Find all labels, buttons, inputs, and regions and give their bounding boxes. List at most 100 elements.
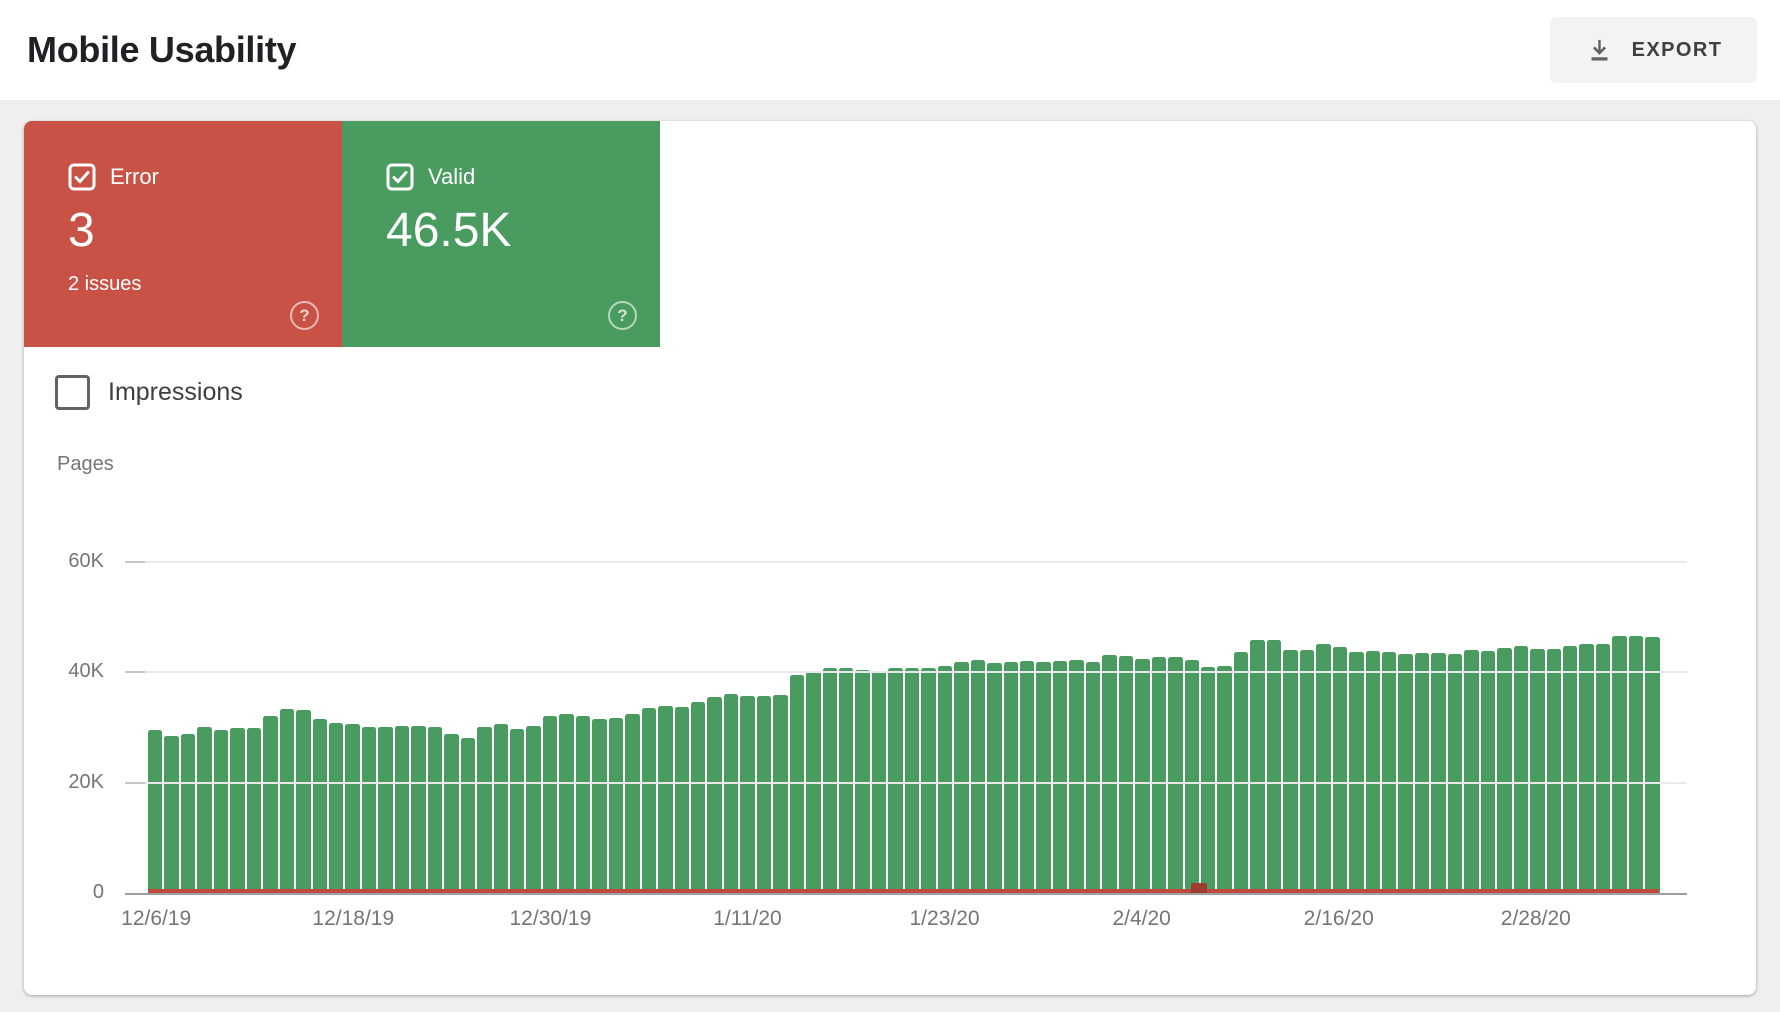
valid-pages-bar[interactable] [1579, 643, 1594, 893]
valid-pages-bar[interactable] [1480, 650, 1496, 893]
valid-summary-card[interactable]: Valid 46.5K ? [342, 121, 660, 347]
valid-pages-bar[interactable] [1020, 661, 1035, 893]
valid-pages-bar[interactable] [1118, 655, 1134, 893]
impressions-toggle[interactable]: Impressions [55, 375, 243, 410]
valid-pages-bar[interactable] [509, 728, 525, 893]
valid-pages-bar[interactable] [394, 726, 410, 893]
valid-pages-bar[interactable] [1612, 636, 1627, 893]
valid-pages-bar[interactable] [1628, 636, 1644, 893]
valid-pages-bar[interactable] [477, 726, 492, 893]
valid-pages-bar[interactable] [822, 668, 838, 893]
valid-pages-bar[interactable] [1052, 660, 1068, 893]
valid-pages-bar[interactable] [444, 734, 459, 893]
valid-pages-bar[interactable] [1135, 658, 1150, 893]
valid-pages-bar[interactable] [427, 726, 443, 893]
valid-pages-bar[interactable] [1069, 659, 1084, 893]
valid-pages-bar[interactable] [1431, 653, 1446, 893]
valid-pages-bar[interactable] [904, 668, 920, 893]
valid-pages-bar[interactable] [263, 715, 278, 893]
valid-pages-bar[interactable] [1316, 644, 1331, 893]
valid-pages-bar[interactable] [345, 724, 360, 893]
valid-pages-bar[interactable] [987, 662, 1002, 893]
valid-pages-bar[interactable] [1036, 661, 1051, 893]
valid-pages-bar[interactable] [542, 715, 558, 893]
valid-pages-bar[interactable] [740, 695, 755, 893]
valid-pages-bar[interactable] [460, 737, 476, 893]
valid-pages-bar[interactable] [1201, 667, 1216, 893]
valid-pages-bar[interactable] [411, 726, 426, 893]
valid-pages-bar[interactable] [658, 706, 673, 893]
valid-pages-bar[interactable] [296, 709, 311, 893]
valid-pages-bar[interactable] [246, 728, 262, 893]
valid-pages-bar[interactable] [839, 668, 854, 893]
valid-pages-bar[interactable] [279, 709, 295, 893]
valid-pages-bar[interactable] [1595, 644, 1611, 893]
valid-pages-bar[interactable] [690, 702, 706, 893]
valid-pages-bar[interactable] [970, 659, 986, 893]
valid-pages-bar[interactable] [148, 730, 163, 893]
valid-pages-bar[interactable] [1266, 640, 1282, 893]
valid-pages-bar[interactable] [1530, 648, 1545, 893]
valid-pages-bar[interactable] [1184, 659, 1199, 893]
valid-pages-bar[interactable] [608, 718, 624, 893]
valid-pages-bar[interactable] [526, 726, 541, 893]
valid-pages-bar[interactable] [1497, 648, 1512, 893]
valid-pages-bar[interactable] [1003, 661, 1019, 893]
valid-pages-bar[interactable] [1332, 646, 1348, 893]
valid-pages-bar[interactable] [855, 670, 870, 893]
valid-pages-bar[interactable] [164, 736, 179, 893]
valid-pages-bar[interactable] [1085, 662, 1101, 893]
valid-checkbox[interactable] [386, 163, 414, 191]
valid-pages-bar[interactable] [1645, 637, 1660, 893]
error-spike [1190, 883, 1207, 893]
valid-pages-bar[interactable] [625, 713, 640, 893]
valid-pages-bar[interactable] [937, 666, 953, 893]
valid-pages-bar[interactable] [328, 723, 344, 893]
valid-pages-bar[interactable] [1168, 656, 1183, 893]
error-help-icon[interactable]: ? [290, 301, 319, 330]
valid-pages-bar[interactable] [1398, 653, 1413, 893]
valid-pages-bar[interactable] [1414, 653, 1430, 893]
valid-pages-bar[interactable] [773, 694, 788, 893]
valid-pages-bar[interactable] [1513, 645, 1529, 893]
valid-pages-bar[interactable] [674, 706, 689, 893]
valid-pages-bar[interactable] [180, 734, 196, 893]
valid-pages-bar[interactable] [1102, 654, 1117, 893]
valid-help-icon[interactable]: ? [608, 301, 637, 330]
valid-pages-bar[interactable] [1562, 646, 1578, 893]
valid-pages-bar[interactable] [559, 714, 574, 893]
valid-pages-bar[interactable] [493, 724, 508, 893]
valid-pages-bar[interactable] [1151, 657, 1167, 893]
valid-pages-bar[interactable] [361, 726, 377, 893]
valid-pages-bar[interactable] [230, 728, 245, 893]
valid-pages-bar[interactable] [1233, 651, 1249, 893]
error-summary-card[interactable]: Error 3 2 issues ? [24, 121, 342, 347]
valid-pages-bar[interactable] [1283, 650, 1298, 893]
export-button[interactable]: EXPORT [1550, 17, 1757, 83]
valid-pages-bar[interactable] [378, 726, 393, 893]
valid-pages-bar[interactable] [1250, 640, 1265, 893]
valid-pages-bar[interactable] [1546, 648, 1561, 893]
valid-pages-bar[interactable] [197, 726, 212, 893]
valid-pages-bar[interactable] [1464, 650, 1479, 893]
valid-pages-bar[interactable] [723, 694, 739, 893]
valid-pages-bar[interactable] [641, 707, 657, 893]
valid-pages-bar[interactable] [1349, 651, 1364, 893]
valid-pages-bar[interactable] [789, 675, 805, 893]
valid-pages-bar[interactable] [888, 668, 903, 893]
valid-pages-bar[interactable] [1447, 653, 1463, 893]
impressions-checkbox[interactable] [55, 375, 90, 410]
valid-pages-bar[interactable] [1299, 649, 1315, 893]
valid-pages-bar[interactable] [213, 730, 229, 893]
valid-pages-bar[interactable] [954, 661, 969, 893]
valid-pages-bar[interactable] [1217, 666, 1232, 893]
valid-pages-bar[interactable] [312, 719, 327, 893]
valid-pages-bar[interactable] [575, 715, 591, 893]
valid-pages-bar[interactable] [1365, 650, 1380, 893]
valid-pages-bar[interactable] [592, 718, 607, 893]
valid-pages-bar[interactable] [1381, 652, 1397, 893]
valid-pages-bar[interactable] [756, 695, 772, 893]
error-checkbox[interactable] [68, 163, 96, 191]
valid-pages-bar[interactable] [921, 667, 936, 893]
valid-pages-bar[interactable] [707, 697, 722, 893]
